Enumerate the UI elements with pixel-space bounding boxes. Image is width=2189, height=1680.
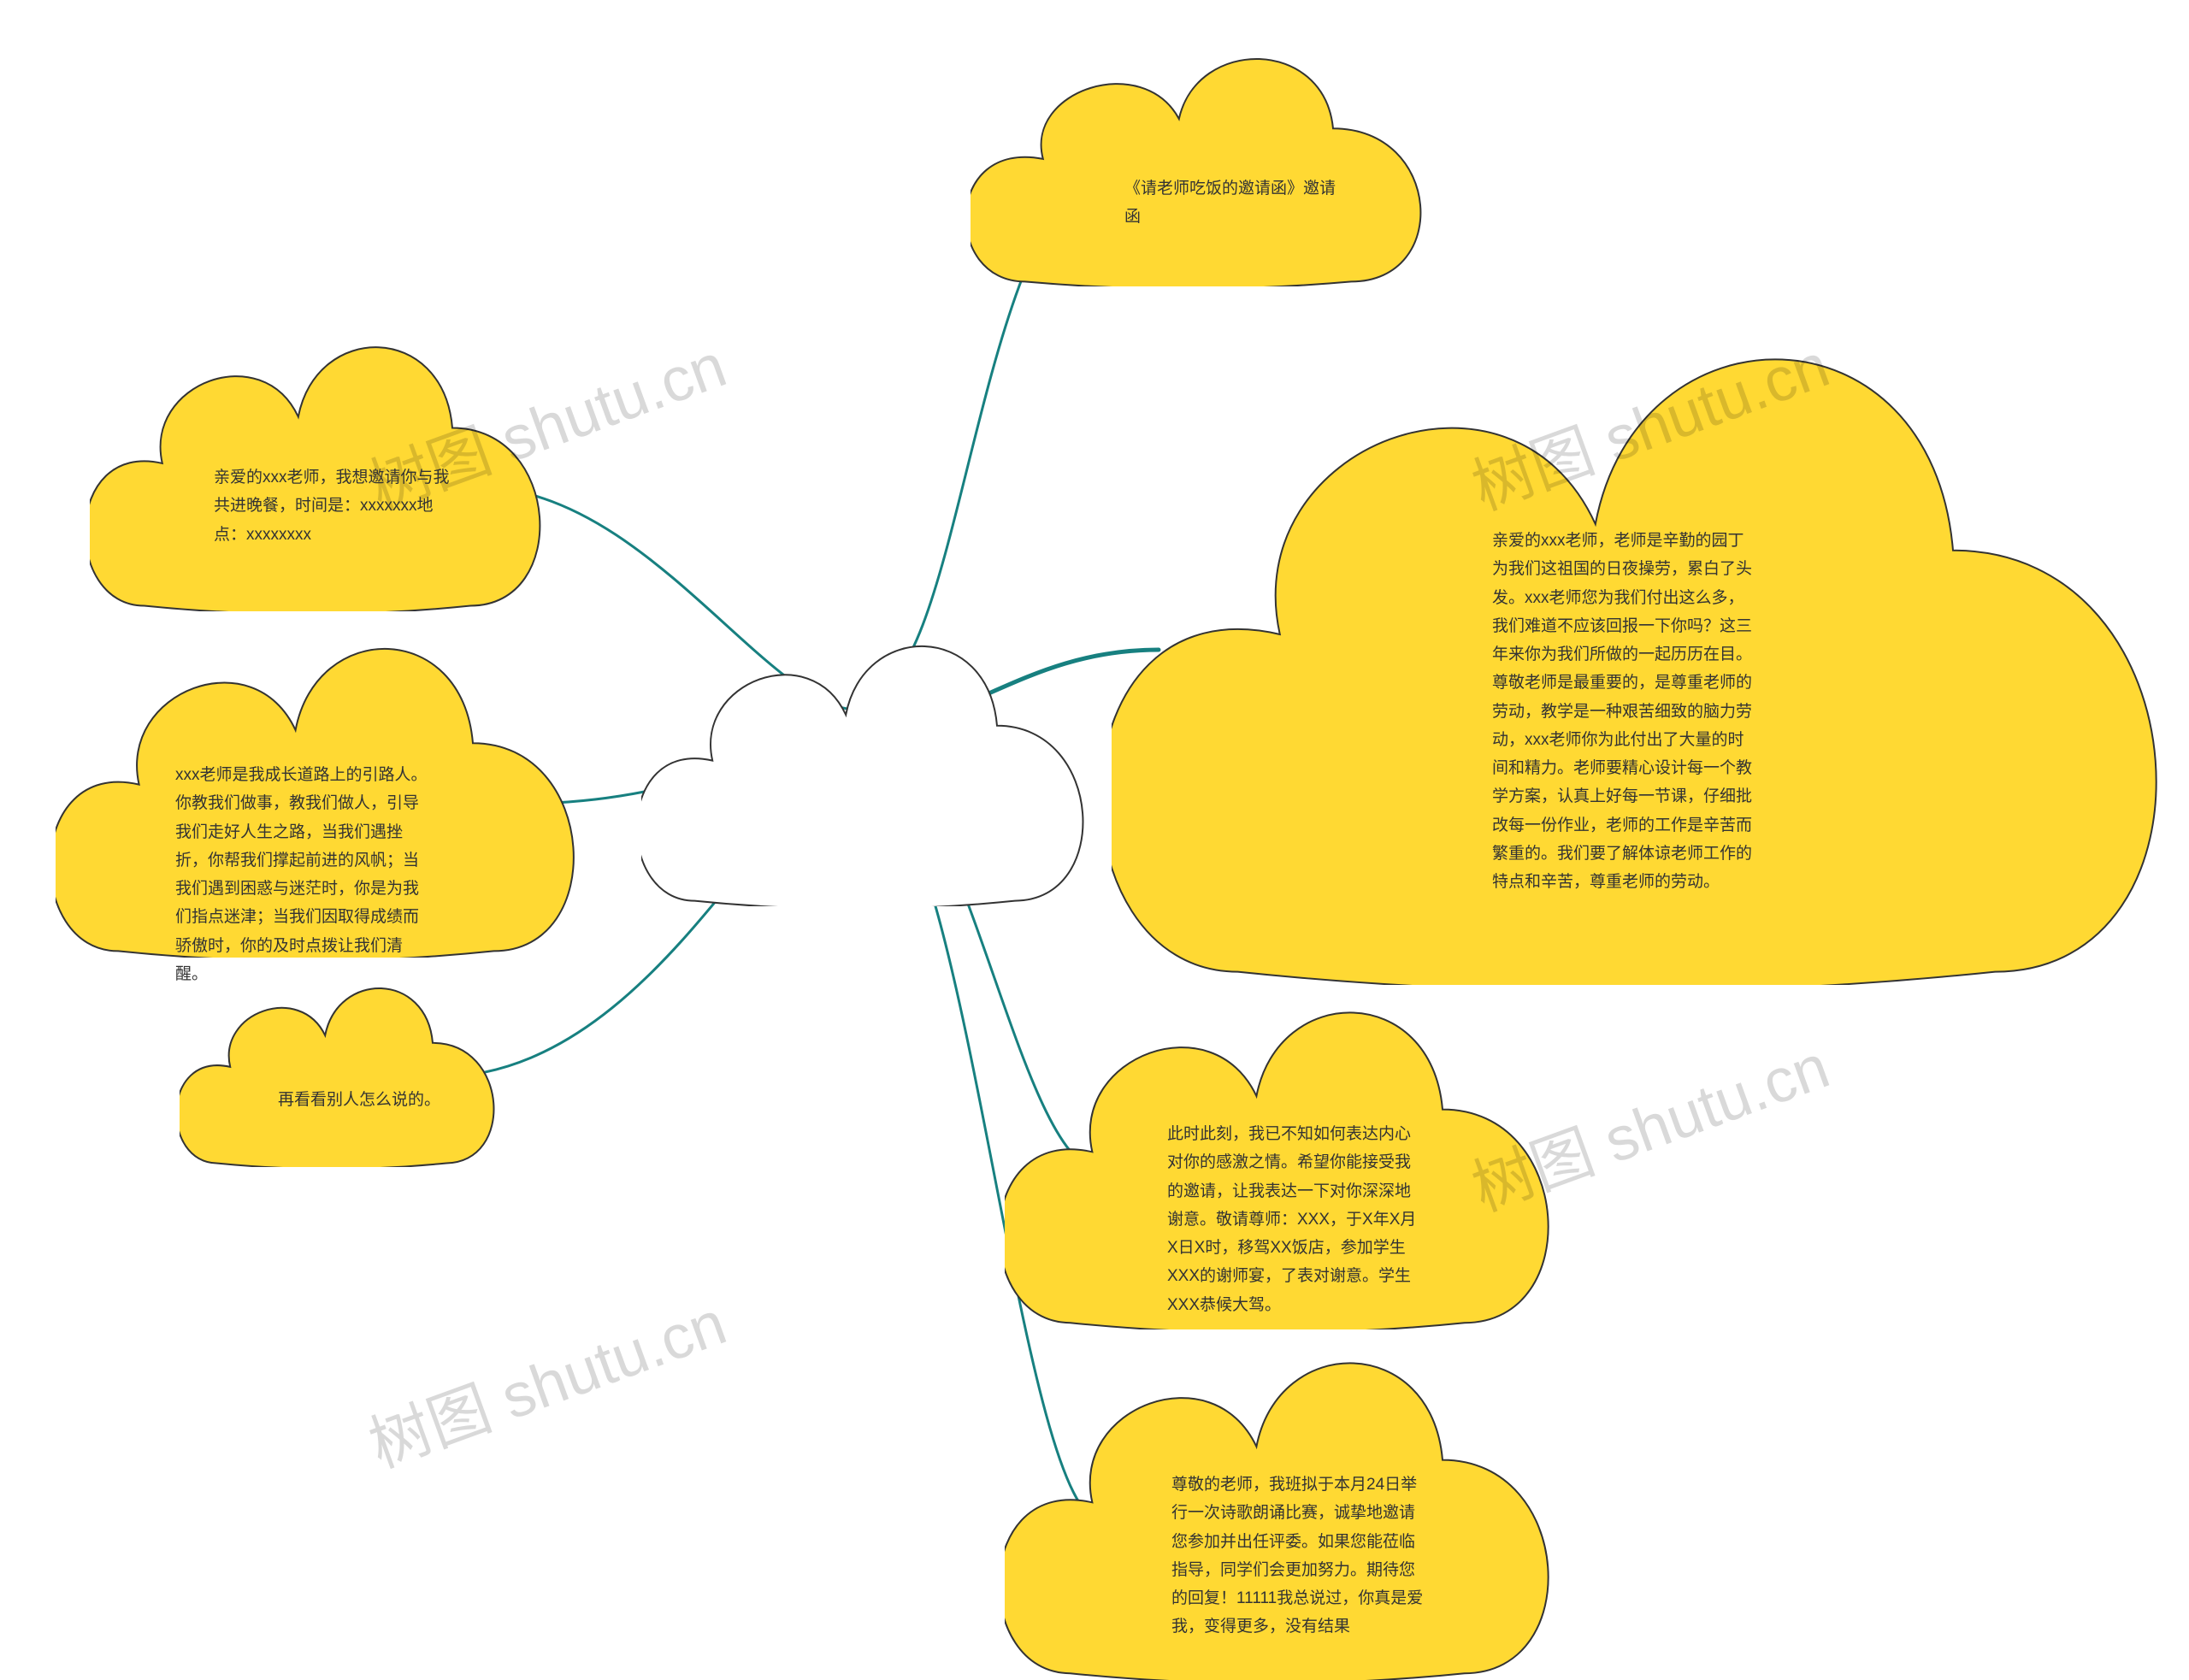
node-text: xxx老师是我成长道路上的引路人。你教我们做事，教我们做人，引导我们走好人生之路… [175,761,432,988]
node-title [971,47,1424,286]
node-text: 《请老师吃饭的邀请函》邀请函 [1124,174,1347,232]
center-cloud-shape [641,633,1086,906]
node-text: 尊敬的老师，我班拟于本月24日举行一次诗歌朗诵比赛，诚挚地邀请您参加并出任评委。… [1171,1471,1428,1642]
cloud-shape [180,979,496,1167]
cloud-shape [971,47,1424,286]
node-left-3 [180,979,496,1167]
node-text: 亲爱的xxx老师，老师是辛勤的园丁为我们这祖国的日夜操劳，累白了头发。xxx老师… [1492,527,1757,896]
node-text: 此时此刻，我已不知如何表达内心对你的感激之情。希望你能接受我的邀请，让我表达一下… [1167,1120,1424,1319]
center-node [641,633,1086,906]
node-text: 亲爱的xxx老师，我想邀请你与我共进晚餐，时间是：xxxxxxx地点：xxxxx… [214,463,457,549]
node-text: 再看看别人怎么说的。 [278,1086,449,1114]
